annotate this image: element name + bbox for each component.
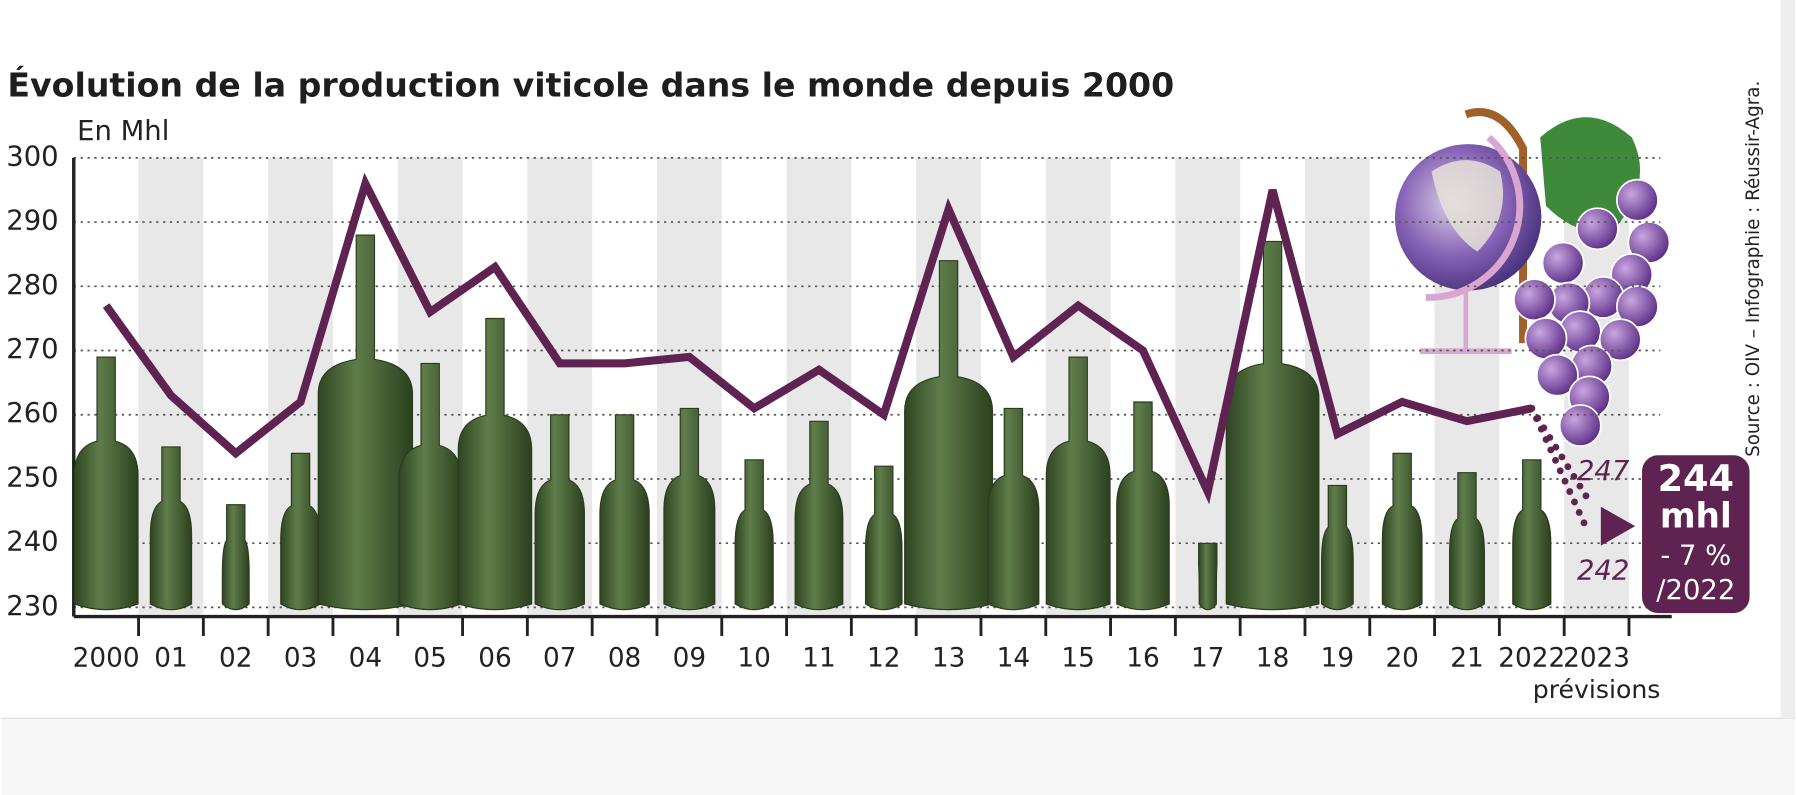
bottle bbox=[663, 407, 716, 611]
y-tick-label: 260 bbox=[6, 398, 58, 429]
source: Source : OIV – Infographie : Réussir-Agr… bbox=[1743, 81, 1764, 457]
grape bbox=[1524, 317, 1568, 361]
x-tick-label: 2022 bbox=[1498, 643, 1565, 673]
x-tick-note: prévisions bbox=[1533, 675, 1661, 704]
grape bbox=[1616, 178, 1659, 222]
grape bbox=[1513, 278, 1556, 322]
grape bbox=[1541, 241, 1585, 285]
x-tick-label: 21 bbox=[1450, 643, 1483, 673]
x-tick-label: 17 bbox=[1191, 643, 1224, 673]
x-tick-label: 02 bbox=[219, 643, 252, 673]
bottle bbox=[1448, 472, 1485, 611]
bottle bbox=[534, 414, 585, 611]
forecast-high-label: 247 bbox=[1577, 456, 1630, 487]
x-tick-label: 19 bbox=[1321, 643, 1354, 673]
x-tick-label: 2023 bbox=[1563, 643, 1630, 673]
x-tick-label: 10 bbox=[737, 643, 770, 673]
x-tick-label: 01 bbox=[154, 643, 187, 673]
x-tick-label: 04 bbox=[349, 643, 382, 673]
x-tick-label: 12 bbox=[867, 643, 900, 673]
bottle bbox=[734, 459, 774, 611]
x-tick-label: 14 bbox=[997, 643, 1030, 673]
x-tick-label: 18 bbox=[1256, 643, 1289, 673]
bottle bbox=[599, 414, 650, 611]
x-tick-label: 05 bbox=[413, 643, 446, 673]
forecast-change: - 7 % bbox=[1660, 541, 1731, 572]
bottle bbox=[1320, 484, 1354, 611]
bottle bbox=[1045, 356, 1111, 611]
forecast-box bbox=[1642, 455, 1750, 614]
x-tick-label: 20 bbox=[1385, 643, 1418, 673]
grape bbox=[1558, 404, 1602, 447]
x-tick-label: 06 bbox=[478, 643, 511, 673]
y-tick-label: 300 bbox=[6, 141, 58, 172]
bottle bbox=[221, 504, 250, 611]
x-tick-label: 08 bbox=[608, 643, 641, 673]
x-tick-label: 13 bbox=[932, 643, 965, 673]
decoration bbox=[1394, 108, 1671, 447]
x-tick-label: 15 bbox=[1061, 643, 1094, 673]
bottle bbox=[280, 452, 321, 611]
bottle bbox=[864, 465, 903, 611]
x-tick-label: 07 bbox=[543, 643, 576, 673]
forecast-low bbox=[1528, 404, 1591, 534]
chart-title: Évolution de la production viticole dans… bbox=[7, 64, 1174, 104]
forecast-value: 244 bbox=[1658, 457, 1734, 500]
bottle bbox=[904, 260, 994, 611]
bottle bbox=[73, 356, 139, 611]
bottle bbox=[987, 407, 1040, 611]
bottle bbox=[317, 234, 414, 611]
forecast-unit: mhl bbox=[1660, 497, 1732, 537]
grape bbox=[1535, 353, 1579, 397]
grape bbox=[1598, 318, 1642, 362]
bottle bbox=[398, 362, 462, 611]
scroll-strip bbox=[1780, 0, 1796, 719]
footer-band bbox=[1, 718, 1796, 795]
bottle bbox=[1116, 401, 1170, 611]
y-tick-label: 250 bbox=[6, 462, 58, 493]
y-tick-label: 270 bbox=[6, 334, 58, 365]
bottle bbox=[1381, 452, 1423, 611]
forecast-arrow bbox=[1600, 506, 1636, 546]
bottle bbox=[1512, 459, 1552, 611]
y-axis-label: En Mhl bbox=[77, 116, 169, 147]
production-line bbox=[102, 172, 1533, 505]
x-tick-label: 11 bbox=[802, 643, 835, 673]
bottle bbox=[794, 420, 844, 611]
x-tick-label: 09 bbox=[673, 643, 706, 673]
y-tick-label: 230 bbox=[6, 591, 58, 622]
y-tick-label: 290 bbox=[6, 206, 58, 237]
x-tick-label: 16 bbox=[1126, 643, 1159, 673]
grape bbox=[1575, 207, 1619, 251]
bottle bbox=[1198, 542, 1218, 611]
bottle bbox=[457, 317, 533, 611]
forecast-low-label: 242 bbox=[1577, 555, 1629, 586]
y-tick-label: 240 bbox=[6, 527, 58, 558]
x-tick-label: 03 bbox=[284, 643, 317, 673]
forecast-high bbox=[1528, 404, 1591, 502]
x-tick-label: 2000 bbox=[73, 643, 140, 673]
y-tick-label: 280 bbox=[6, 270, 58, 301]
bottle bbox=[149, 446, 193, 611]
forecast-change-base: /2022 bbox=[1656, 575, 1735, 606]
